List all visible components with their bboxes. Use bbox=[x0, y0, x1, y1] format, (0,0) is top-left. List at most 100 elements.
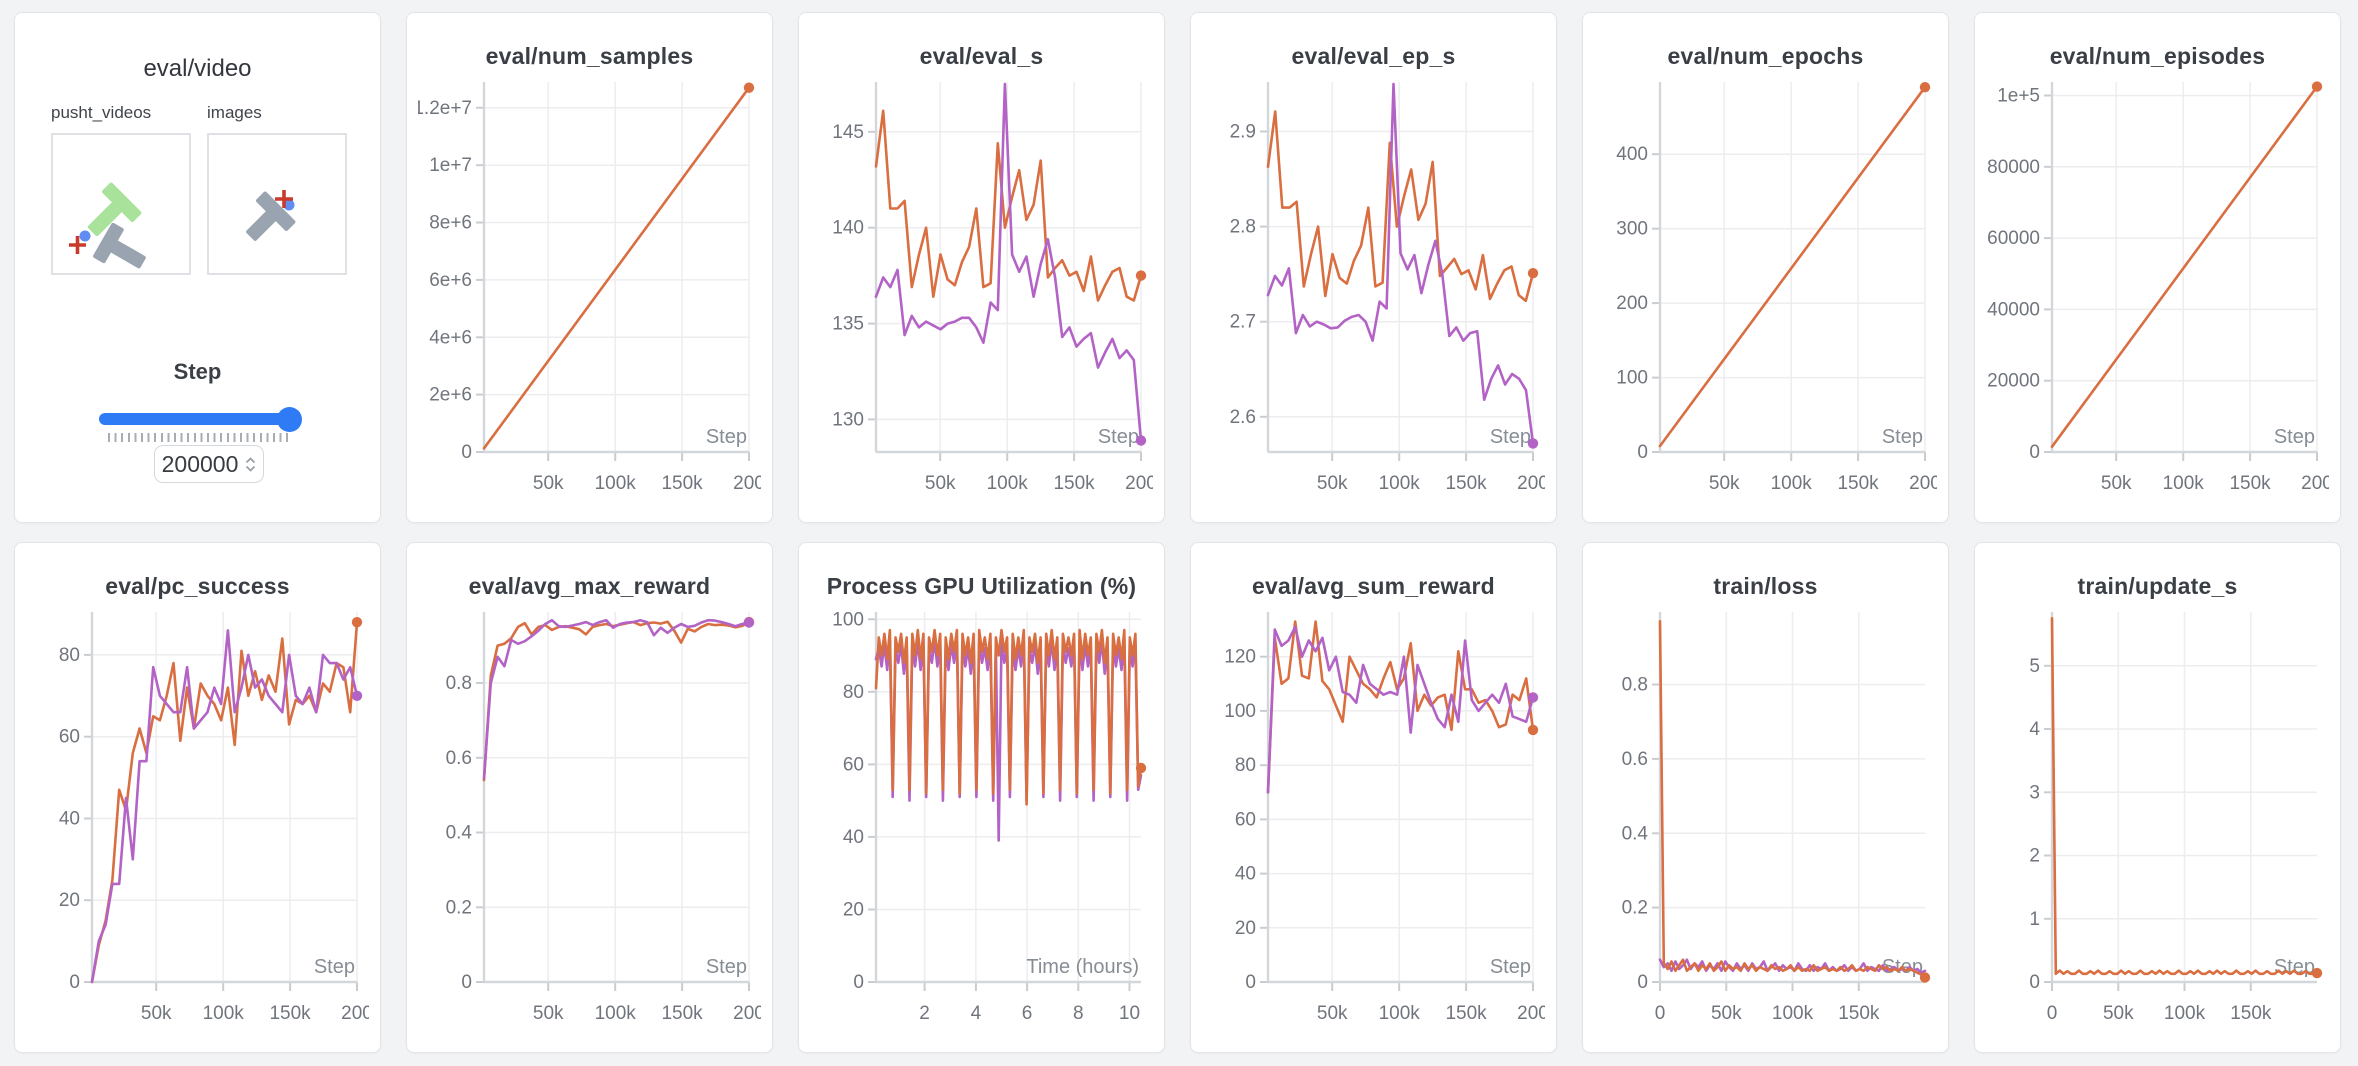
svg-text:50k: 50k bbox=[533, 1003, 564, 1024]
chart-title: eval/pc_success bbox=[105, 573, 290, 599]
svg-text:60: 60 bbox=[59, 727, 80, 748]
svg-text:150k: 150k bbox=[1445, 1003, 1487, 1024]
chart-title: train/loss bbox=[1713, 573, 1818, 599]
svg-text:2: 2 bbox=[919, 1003, 930, 1024]
svg-text:50k: 50k bbox=[1317, 1003, 1348, 1024]
panel-eval-eval-ep-s: eval/eval_ep_s 50k 100k 150k 200 2.6 2.7 2.8 2.… bbox=[1190, 12, 1557, 523]
svg-text:0.2: 0.2 bbox=[1622, 898, 1648, 919]
video-thumbnail-pusht[interactable] bbox=[51, 133, 191, 275]
svg-text:0: 0 bbox=[1637, 442, 1648, 463]
svg-text:145: 145 bbox=[832, 122, 864, 143]
images-scene-image bbox=[246, 190, 296, 241]
svg-text:2: 2 bbox=[2029, 846, 2040, 867]
svg-text:50k: 50k bbox=[925, 473, 956, 494]
svg-text:100k: 100k bbox=[2164, 1003, 2206, 1024]
chart-title: eval/eval_ep_s bbox=[1291, 43, 1456, 69]
line-chart-eval-eval-ep-s[interactable]: 50k 100k 150k 200 2.6 2.7 2.8 2.9 Step bbox=[1202, 72, 1545, 496]
svg-text:60: 60 bbox=[1235, 809, 1256, 830]
svg-text:Step: Step bbox=[706, 426, 747, 448]
svg-text:0.8: 0.8 bbox=[1622, 675, 1648, 696]
svg-text:0: 0 bbox=[1655, 1003, 1666, 1024]
panel-eval-avg-max-reward: eval/avg_max_reward 50k 100k 150k 200 0 0.2 0.… bbox=[406, 542, 773, 1053]
svg-text:40: 40 bbox=[843, 827, 864, 848]
green-t-block bbox=[87, 182, 142, 237]
line-chart-eval-avg-max-reward[interactable]: 50k 100k 150k 200 0 0.2 0.4 0.6 0.8 Step bbox=[418, 602, 761, 1026]
svg-text:0: 0 bbox=[2029, 442, 2040, 463]
svg-text:4: 4 bbox=[971, 1003, 982, 1024]
svg-text:1e+7: 1e+7 bbox=[429, 155, 472, 176]
svg-text:100k: 100k bbox=[595, 473, 637, 494]
media-label-pusht-videos: pusht_videos bbox=[51, 103, 152, 122]
svg-text:150k: 150k bbox=[1837, 473, 1879, 494]
step-slider[interactable] bbox=[99, 413, 301, 425]
svg-text:Step: Step bbox=[314, 956, 355, 978]
svg-text:Time (hours): Time (hours) bbox=[1026, 956, 1139, 978]
svg-text:100: 100 bbox=[1616, 368, 1648, 389]
svg-text:20: 20 bbox=[59, 890, 80, 911]
panel-process-gpu-utilization: Process GPU Utilization (%) 2 4 6 8 10 0 20 40 6… bbox=[798, 542, 1165, 1053]
gray-t-block bbox=[246, 191, 296, 241]
step-slider-label: Step bbox=[173, 359, 222, 384]
svg-text:50k: 50k bbox=[141, 1003, 172, 1024]
line-chart-eval-avg-sum-reward[interactable]: 50k 100k 150k 200 0 20 40 60 80 100 120 Step bbox=[1202, 602, 1545, 1026]
line-chart-eval-num-samples[interactable]: 50k 100k 150k 200 0 2e+6 4e+6 6e+6 8e+6 1e+7 1.2e+… bbox=[418, 72, 761, 496]
svg-text:2.7: 2.7 bbox=[1230, 312, 1256, 333]
svg-text:200: 200 bbox=[1517, 1003, 1545, 1024]
svg-text:3: 3 bbox=[2029, 782, 2040, 803]
line-chart-eval-pc-success[interactable]: 50k 100k 150k 200 0 20 40 60 80 Step bbox=[26, 602, 369, 1026]
pusht-scene-image bbox=[69, 182, 146, 269]
svg-text:6e+6: 6e+6 bbox=[429, 270, 472, 291]
panel-eval-num-episodes: eval/num_episodes 50k 100k 150k 200 0 20000 40… bbox=[1974, 12, 2341, 523]
svg-text:Step: Step bbox=[706, 956, 747, 978]
svg-text:8e+6: 8e+6 bbox=[429, 213, 472, 234]
panel-eval-video: eval/video pusht_videos images bbox=[14, 12, 381, 523]
svg-text:150k: 150k bbox=[2230, 1003, 2272, 1024]
svg-text:100k: 100k bbox=[203, 1003, 245, 1024]
svg-text:60000: 60000 bbox=[1987, 228, 2040, 249]
svg-text:0: 0 bbox=[1637, 972, 1648, 993]
svg-text:0.4: 0.4 bbox=[1622, 823, 1649, 844]
svg-text:100k: 100k bbox=[2163, 473, 2205, 494]
panel-eval-eval-s: eval/eval_s 50k 100k 150k 200 130 135 140 145 St… bbox=[798, 12, 1165, 523]
svg-text:200: 200 bbox=[2301, 473, 2329, 494]
svg-text:40: 40 bbox=[1235, 864, 1256, 885]
stepper-arrows-icon[interactable] bbox=[245, 456, 256, 472]
panel-train-loss: train/loss 0 50k 100k 150k 0 0.2 0.4 0.6 0.8 Step bbox=[1582, 542, 1949, 1053]
svg-text:400: 400 bbox=[1616, 144, 1648, 165]
step-input[interactable]: 200000 bbox=[154, 445, 264, 483]
svg-text:140: 140 bbox=[832, 218, 864, 239]
svg-text:0: 0 bbox=[1245, 972, 1256, 993]
target-cross-icon bbox=[69, 236, 86, 254]
panel-eval-num-epochs: eval/num_epochs 50k 100k 150k 200 0 100 200 300… bbox=[1582, 12, 1949, 523]
chart-title: eval/eval_s bbox=[919, 43, 1044, 69]
panel-eval-avg-sum-reward: eval/avg_sum_reward 50k 100k 150k 200 0 20 40 6… bbox=[1190, 542, 1557, 1053]
svg-text:200: 200 bbox=[733, 1003, 761, 1024]
svg-text:150k: 150k bbox=[1838, 1003, 1880, 1024]
svg-text:100: 100 bbox=[832, 609, 864, 630]
svg-text:100k: 100k bbox=[1771, 473, 1813, 494]
gray-t-block bbox=[93, 222, 146, 269]
line-chart-eval-eval-s[interactable]: 50k 100k 150k 200 130 135 140 145 Step bbox=[810, 72, 1153, 496]
image-thumbnail[interactable] bbox=[207, 133, 347, 275]
chart-title: eval/num_episodes bbox=[2049, 43, 2266, 69]
chart-title: eval/avg_max_reward bbox=[468, 573, 711, 599]
slider-handle[interactable] bbox=[277, 407, 302, 432]
svg-text:Step: Step bbox=[1098, 426, 1139, 448]
svg-text:0.6: 0.6 bbox=[446, 748, 472, 769]
line-chart-eval-num-episodes[interactable]: 50k 100k 150k 200 0 20000 40000 60000 80000 1e+5 S… bbox=[1986, 72, 2329, 496]
svg-text:150k: 150k bbox=[1445, 473, 1487, 494]
agent-dot bbox=[283, 199, 295, 211]
step-value: 200000 bbox=[161, 450, 239, 477]
line-chart-eval-num-epochs[interactable]: 50k 100k 150k 200 0 100 200 300 400 Step bbox=[1594, 72, 1937, 496]
svg-text:20: 20 bbox=[1235, 918, 1256, 939]
svg-text:200: 200 bbox=[1125, 473, 1153, 494]
svg-text:Step: Step bbox=[1490, 956, 1531, 978]
svg-text:50k: 50k bbox=[1711, 1003, 1742, 1024]
svg-text:8: 8 bbox=[1073, 1003, 1084, 1024]
svg-text:80000: 80000 bbox=[1987, 157, 2040, 178]
svg-text:120: 120 bbox=[1224, 647, 1256, 668]
